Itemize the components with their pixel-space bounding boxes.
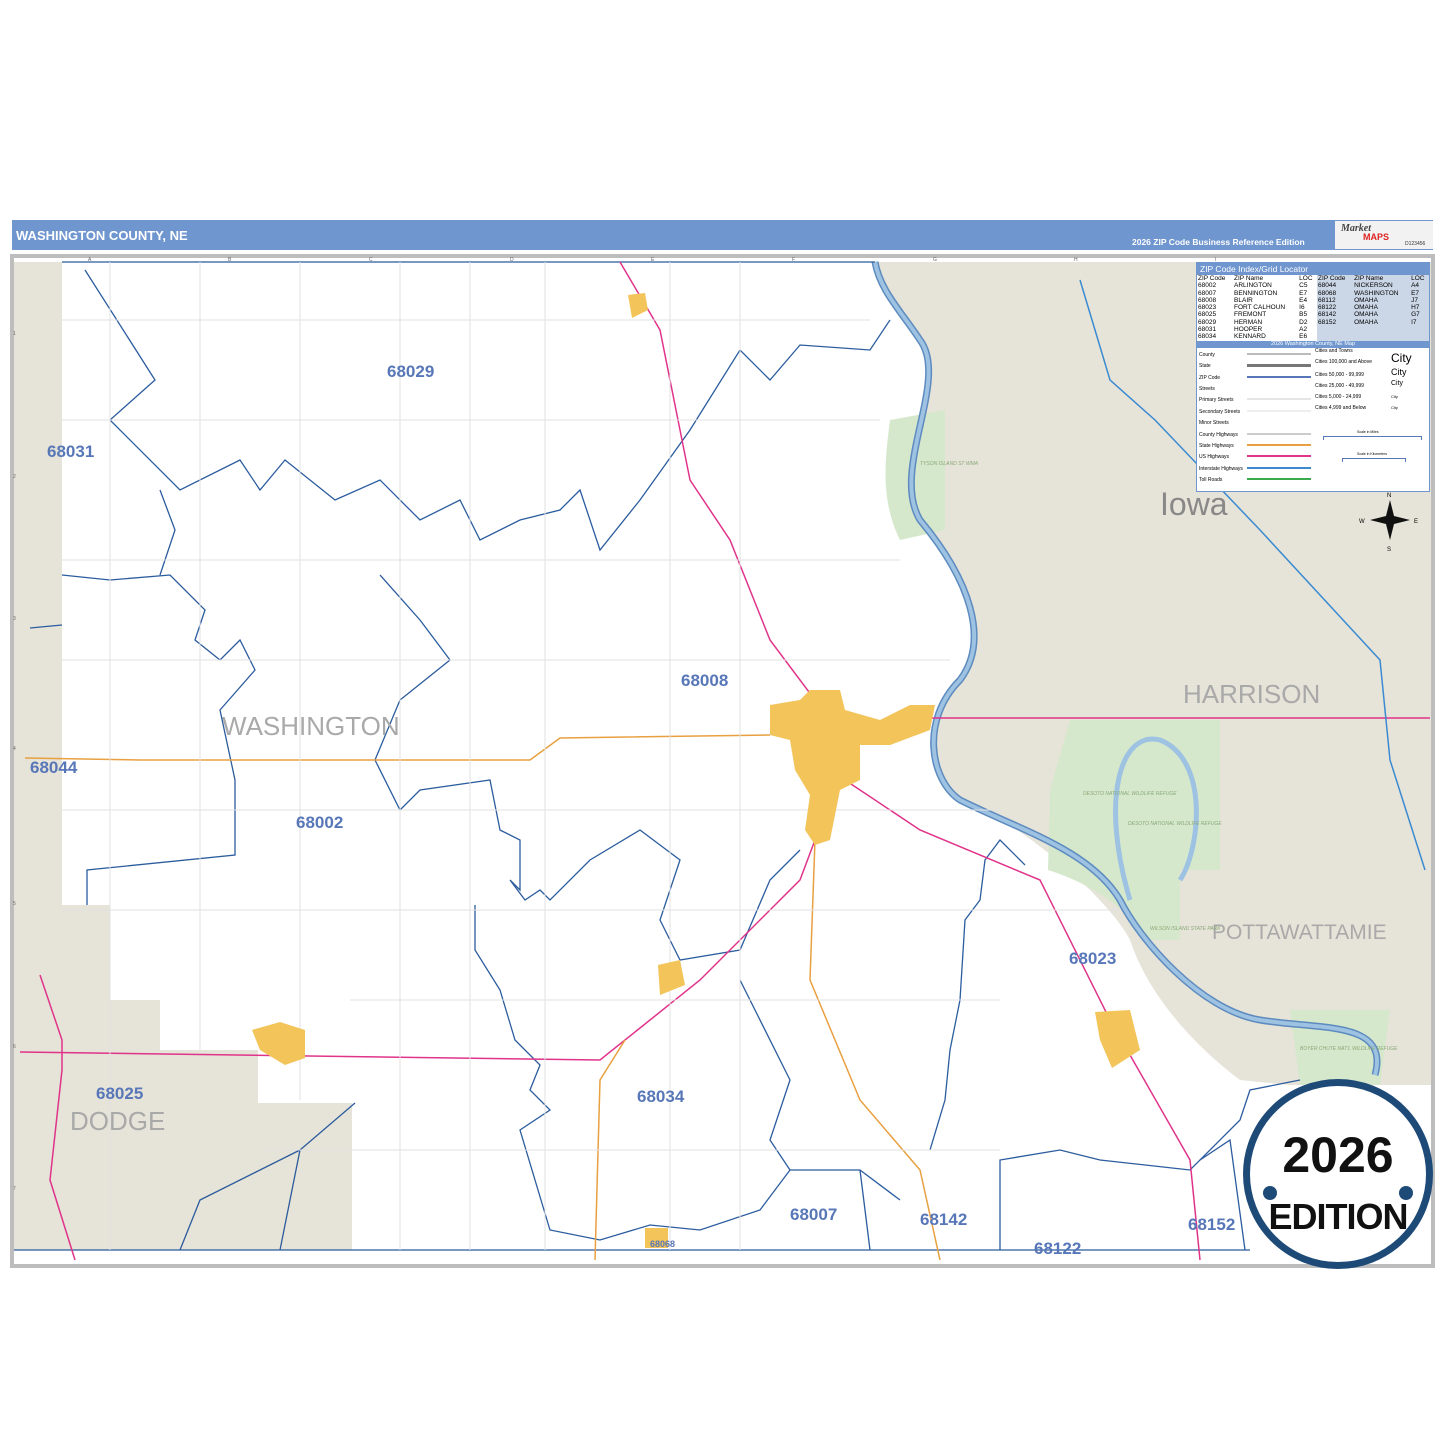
svg-text:6: 6	[13, 1044, 16, 1050]
svg-text:W: W	[1359, 519, 1365, 525]
svg-text:H: H	[1074, 257, 1078, 263]
svg-text:N: N	[1387, 493, 1391, 499]
svg-text:I: I	[1215, 257, 1216, 263]
svg-text:5: 5	[13, 901, 16, 907]
county-label-harrison: HARRISON	[1183, 679, 1320, 709]
map-title: WASHINGTON COUNTY, NE	[16, 228, 188, 243]
zip-label: 68044	[30, 758, 78, 777]
state-highway-133	[809, 839, 941, 1261]
zip-label: 68142	[920, 1210, 967, 1229]
herman-city	[628, 293, 648, 318]
svg-text:1: 1	[13, 331, 16, 337]
table-row: 68023 FORT CALHOUN I6 68122 OMAHA H7	[1197, 304, 1429, 312]
interstate-29	[1079, 279, 1426, 871]
zip-label: 68008	[681, 671, 728, 690]
svg-text:2: 2	[13, 474, 16, 480]
edition-badge: 2026 EDITION	[1243, 1079, 1433, 1269]
title-bar: WASHINGTON COUNTY, NE 2026 ZIP Code Busi…	[12, 220, 1433, 250]
county-label-washington: WASHINGTON	[222, 711, 400, 741]
missouri-river-fill	[873, 261, 1379, 1076]
svg-text:E: E	[1414, 519, 1418, 525]
fort-calhoun-city	[1095, 1010, 1140, 1068]
svg-text:C: C	[369, 257, 373, 263]
table-row: 68007 BENNINGTON E7 68068 WASHINGTON E7	[1197, 289, 1429, 297]
desoto-refuge	[1048, 720, 1220, 940]
zip-label: 68152	[1188, 1215, 1235, 1234]
zip-label: 68007	[790, 1205, 837, 1224]
table-row: 68029 HERMAN D2 68152 OMAHA I7	[1197, 318, 1429, 327]
us-highway-75-south	[829, 769, 1201, 1261]
zip-label: 68029	[387, 362, 434, 381]
kennard-city	[658, 960, 685, 995]
park-label: WILSON ISLAND STATE PARK	[1150, 926, 1221, 932]
svg-text:7: 7	[13, 1186, 16, 1192]
arlington-city	[252, 1022, 305, 1065]
table-row: 68025 FREMONT B5 68142 OMAHA G7	[1197, 311, 1429, 319]
zip-label: 68002	[296, 813, 343, 832]
market-maps-logo: Market MAPS D123456	[1335, 221, 1433, 249]
map-subtitle: 2026 ZIP Code Business Reference Edition	[1132, 237, 1305, 247]
svg-text:S: S	[1387, 547, 1391, 553]
table-row: 68034 KENNARD E6	[1197, 333, 1429, 341]
washington-city	[645, 1228, 668, 1248]
state-highway-south	[594, 1039, 626, 1261]
compass-rose: N S E W	[1359, 493, 1418, 553]
svg-text:A: A	[88, 257, 92, 263]
table-row: 68031 HOOPER A2	[1197, 326, 1429, 334]
tyson-island-park	[885, 410, 945, 540]
park-label: TYSON ISLAND ST WMA	[920, 461, 979, 467]
dodge-county-area	[14, 905, 352, 1250]
svg-text:B: B	[228, 257, 232, 263]
park-label: BOYER CHUTE NAT'L WILDLIFE REFUGE	[1300, 1046, 1398, 1052]
zip-label: 68031	[47, 442, 94, 461]
legend-title: 2026 Washington County, NE Map	[1197, 340, 1429, 348]
zip-index-title: ZIP Code Index/Grid Locator	[1197, 263, 1429, 275]
us-highway-west	[39, 974, 76, 1261]
county-label-pottawattamie: POTTAWATTAMIE	[1212, 921, 1387, 944]
table-row: 68002 ARLINGTON C5 68044 NICKERSON A4	[1197, 282, 1429, 290]
svg-text:D: D	[510, 257, 514, 263]
svg-text:3: 3	[13, 616, 16, 622]
svg-text:4: 4	[13, 746, 16, 752]
zip-label: 68068	[650, 1239, 675, 1249]
state-highway-91	[24, 734, 771, 761]
park-label: DESOTO NATIONAL WILDLIFE REFUGE	[1128, 821, 1222, 827]
desoto-lake	[1113, 736, 1199, 901]
county-label-dodge: DODGE	[70, 1106, 165, 1136]
zip-index-panel: ZIP Code Index/Grid Locator ZIP Code ZIP …	[1196, 262, 1430, 492]
blair-city	[770, 690, 935, 845]
grid-labels: A B C D E F G H I 1 2 3 4 5 6 7	[13, 257, 1216, 1192]
state-label-iowa: Iowa	[1160, 486, 1228, 522]
svg-text:G: G	[933, 257, 937, 263]
zip-index-table: ZIP Code ZIP Name LOC ZIP Code ZIP Name LOC …	[1197, 275, 1429, 341]
outside-county-west	[14, 262, 62, 905]
zip-label: 68023	[1069, 949, 1116, 968]
streets	[62, 262, 1120, 1250]
table-row: 68008 BLAIR E4 68112 OMAHA J7	[1197, 296, 1429, 305]
zip-label: 68122	[1034, 1239, 1081, 1258]
svg-text:E: E	[651, 257, 655, 263]
park-label: DESOTO NATIONAL WILDLIFE REFUGE	[1083, 791, 1177, 797]
svg-text:F: F	[792, 257, 795, 263]
zip-label: 68025	[96, 1084, 143, 1103]
zip-label: 68034	[637, 1087, 685, 1106]
legend: County State ZIP Code Streets Primary St…	[1197, 348, 1429, 488]
